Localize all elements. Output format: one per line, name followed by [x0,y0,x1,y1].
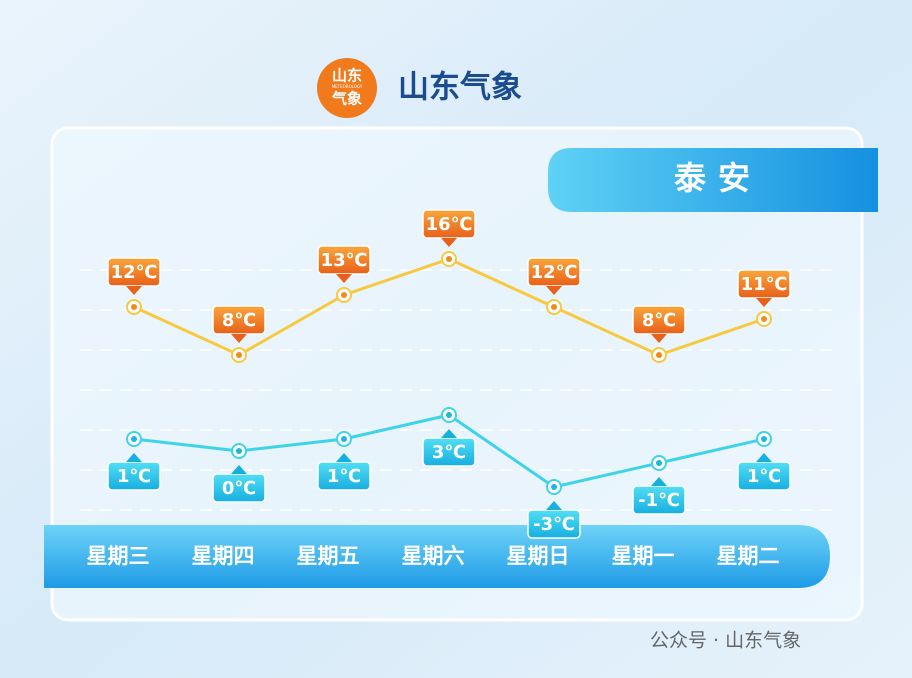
data-label: 13℃ [321,250,368,271]
point-core [656,460,662,466]
data-label: 1℃ [117,466,151,487]
point-core [236,352,242,358]
point-core [656,352,662,358]
brand: 山东气象 [398,70,522,106]
label-pointer [546,286,562,295]
label-pointer [441,429,457,438]
label-pointer [126,453,142,462]
data-label: 16℃ [426,214,473,235]
data-label: 0℃ [222,478,256,499]
point-core [446,256,452,262]
logo-small: METEOROLOGY [332,84,363,89]
x-tick-label: 星期二 [717,544,780,568]
data-label: -1℃ [638,490,680,511]
point-core [131,436,137,442]
x-tick-label: 星期三 [87,544,150,568]
decor-lines [80,269,835,511]
label-pointer [231,334,247,343]
data-label: 11℃ [741,274,788,295]
label-pointer [336,453,352,462]
watermark: 公众号 · 山东气象 [650,630,801,652]
point-core [446,412,452,418]
point-core [551,304,557,310]
point-core [551,484,557,490]
data-label: 12℃ [531,262,578,283]
data-label: 8℃ [642,310,676,331]
point-core [761,436,767,442]
label-pointer [441,238,457,247]
data-label: 8℃ [222,310,256,331]
label-pointer [126,286,142,295]
day-bar [44,525,830,588]
data-label: 12℃ [111,262,158,283]
data-label: 1℃ [747,466,781,487]
label-pointer [756,453,772,462]
data-label: 3℃ [432,442,466,463]
point-core [341,436,347,442]
logo-text: 气象 [331,90,362,108]
x-tick-label: 星期五 [297,544,360,568]
label-pointer [651,477,667,486]
point-core [236,448,242,454]
point-core [131,304,137,310]
x-tick-label: 星期日 [507,544,570,568]
point-core [341,292,347,298]
label-pointer [546,501,562,510]
data-label: 1℃ [327,466,361,487]
x-tick-label: 星期四 [192,544,255,568]
chart-title: 泰安 [674,159,762,197]
logo-text: 山东 [332,67,362,85]
point-core [761,316,767,322]
title-pill [548,148,878,212]
data-label: -3℃ [533,514,575,535]
logo-circle [317,58,377,118]
label-pointer [651,334,667,343]
x-tick-label: 星期六 [402,544,465,568]
label-pointer [756,298,772,307]
label-pointer [231,465,247,474]
x-tick-label: 星期一 [612,544,675,568]
label-pointer [336,274,352,283]
